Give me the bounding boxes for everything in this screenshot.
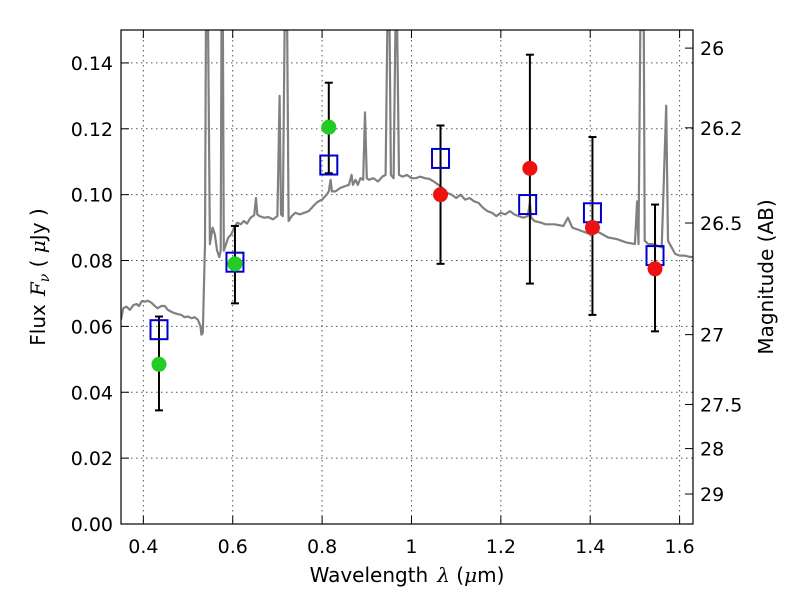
y2-tick-label: 26 bbox=[700, 38, 724, 60]
axis-ticks: 0.4 0.6 0.8 1 1.2 1.4 1.6 0.00 0.02 0.04 0.06 0.08 0… bbox=[71, 30, 742, 558]
observed-point-marker bbox=[647, 261, 663, 277]
x-axis-label: Wavelength λ (μm) bbox=[310, 563, 505, 587]
y-tick-label: 0.08 bbox=[71, 251, 113, 273]
observed-point-marker bbox=[522, 160, 538, 176]
observed-point-marker bbox=[321, 119, 337, 135]
y2-tick-label: 27 bbox=[700, 325, 724, 347]
plot-frame bbox=[120, 29, 694, 525]
y-axis-label-symbol: F bbox=[26, 281, 50, 297]
model-point-marker bbox=[431, 147, 451, 169]
x-tick-label: 0.6 bbox=[218, 536, 248, 558]
x-axis-label-unit-open: ( bbox=[450, 563, 464, 587]
x-axis-label-text: Wavelength bbox=[310, 563, 429, 587]
x-tick-label: 0.4 bbox=[128, 536, 158, 558]
x-tick-label: 1.6 bbox=[664, 536, 694, 558]
y2-tick-label: 28 bbox=[700, 439, 724, 461]
y-axis-label-subscript: ν bbox=[37, 273, 53, 282]
spectrum-line bbox=[121, 30, 693, 336]
y-tick-label: 0.06 bbox=[71, 316, 113, 338]
y2-axis-label: Magnitude (AB) bbox=[754, 199, 778, 354]
y-axis-label-text: Flux bbox=[26, 304, 50, 346]
x-axis-label-unit-close: m) bbox=[477, 563, 504, 587]
model-point-marker bbox=[518, 194, 538, 216]
x-axis-label-unit-mu: μ bbox=[464, 563, 477, 587]
plot-area bbox=[121, 30, 693, 412]
y-axis-label-unit-close: Jy ) bbox=[26, 208, 50, 242]
y-axis-label-unit-open: ( bbox=[26, 253, 50, 274]
observed-point-marker bbox=[151, 356, 167, 372]
x-tick-label: 0.8 bbox=[307, 536, 337, 558]
y2-tick-label: 26.2 bbox=[700, 118, 742, 140]
observed-point-marker bbox=[584, 220, 600, 236]
model-point-marker bbox=[225, 251, 245, 273]
y-axis-label-unit-mu: μ bbox=[26, 240, 50, 253]
y-tick-label: 0.14 bbox=[71, 53, 113, 75]
y2-tick-label: 27.5 bbox=[700, 394, 742, 416]
data-markers bbox=[149, 53, 665, 412]
x-tick-label: 1.2 bbox=[486, 536, 516, 558]
observed-point-marker bbox=[227, 256, 243, 272]
x-tick-label: 1.4 bbox=[575, 536, 605, 558]
y-axis-label: Flux Fν ( μJy ) bbox=[26, 208, 53, 345]
y-tick-label: 0.04 bbox=[71, 382, 113, 404]
x-axis-label-symbol: λ bbox=[436, 563, 450, 587]
x-tick-label: 1 bbox=[405, 536, 417, 558]
model-point-marker bbox=[149, 319, 169, 341]
model-point-marker bbox=[319, 154, 339, 176]
y2-tick-label: 26.5 bbox=[700, 213, 742, 235]
y-tick-label: 0.02 bbox=[71, 448, 113, 470]
y-tick-label: 0.12 bbox=[71, 119, 113, 141]
y-tick-label: 0.10 bbox=[71, 185, 113, 207]
y-tick-label: 0.00 bbox=[71, 514, 113, 536]
observed-point-marker bbox=[433, 187, 449, 203]
y2-tick-label: 29 bbox=[700, 484, 724, 506]
